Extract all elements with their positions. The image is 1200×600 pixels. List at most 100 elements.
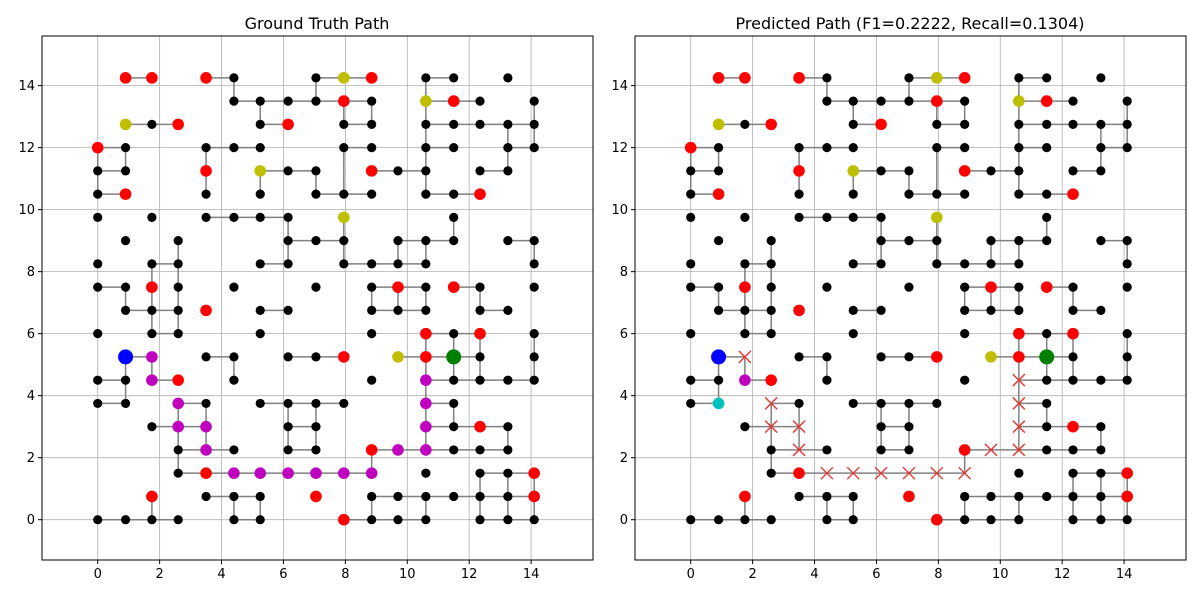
gt-node-red — [447, 95, 460, 107]
pred-node-black — [794, 398, 804, 409]
gt-node-black — [255, 212, 265, 222]
gt-node-black — [475, 491, 485, 502]
pred-node-black — [1096, 305, 1106, 316]
pred-node-black — [960, 96, 970, 106]
gt-node-black — [529, 236, 539, 246]
pred-node-black — [1068, 166, 1078, 176]
gt-node-black — [421, 143, 431, 153]
pred-node-black — [1122, 375, 1132, 385]
pred-node-red — [958, 72, 971, 84]
predicted-panel: Predicted Path (F1=0.2222, Recall=0.1304… — [611, 14, 1187, 582]
gt-node-black — [339, 143, 349, 153]
pred-x-marker-stroke — [874, 466, 888, 480]
gt-node-black — [475, 166, 485, 176]
pred-node-black — [822, 282, 832, 292]
pred-node-black — [1096, 445, 1106, 455]
pred-goal-node — [1039, 349, 1055, 365]
pred-node-black — [876, 398, 886, 409]
pred-node-black — [1096, 468, 1106, 478]
pred-node-black — [1122, 282, 1132, 292]
pred-node-black — [960, 259, 970, 269]
gt-node-black — [475, 305, 485, 316]
gt-node-red — [146, 281, 158, 293]
gt-node-black — [367, 282, 377, 292]
pred-node-yellow — [847, 165, 860, 177]
pred-node-black — [686, 398, 696, 409]
pred-node-black — [1014, 259, 1024, 269]
gt-node-black — [449, 445, 459, 455]
pred-node-black — [1042, 212, 1052, 222]
gt-node-black — [529, 96, 539, 106]
gt-node-black — [421, 73, 431, 83]
pred-node-black — [1042, 422, 1052, 432]
pred-node-red — [1040, 95, 1053, 107]
gt-y-tick-label: 8 — [27, 265, 35, 280]
gt-node-black — [283, 96, 293, 106]
pred-node-black — [986, 515, 996, 525]
gt-node-black — [367, 515, 377, 525]
pred-node-black — [713, 236, 724, 246]
gt-node-black — [529, 352, 539, 362]
ground-truth-axes-frame — [41, 35, 594, 561]
pred-node-black — [960, 375, 970, 385]
pred-y-tick-label: 2 — [620, 451, 628, 466]
pred-node-red — [1067, 420, 1079, 433]
pred-node-black — [848, 259, 858, 269]
gt-node-black — [120, 515, 131, 525]
gt-node-black — [449, 236, 459, 246]
pred-node-black — [794, 491, 804, 502]
pred-node-black — [932, 398, 942, 409]
gt-node-black — [339, 259, 349, 269]
pred-node-black — [960, 305, 970, 316]
pred-node-black — [1122, 143, 1132, 153]
gt-node-black — [367, 491, 377, 502]
gt-node-red — [146, 490, 158, 503]
gt-y-tick-label: 2 — [27, 451, 35, 466]
pred-node-black — [766, 329, 776, 339]
gt-node-black — [173, 305, 183, 316]
pred-node-black — [686, 212, 696, 222]
pred-node-red — [1121, 490, 1133, 503]
gt-node-red — [447, 281, 460, 293]
gt-node-black — [393, 491, 403, 502]
gt-node-black — [255, 329, 265, 339]
gt-node-black — [367, 375, 377, 385]
gt-node-black — [173, 236, 183, 246]
gt-node-black — [173, 282, 183, 292]
pred-node-red — [793, 165, 805, 177]
pred-x-marker-stroke — [846, 466, 860, 480]
gt-node-black — [93, 259, 103, 269]
gt-node-black — [147, 212, 157, 222]
pred-node-red — [739, 490, 751, 503]
gt-x-tick-label: 12 — [461, 567, 478, 582]
pred-node-black — [1014, 119, 1024, 129]
gt-node-black — [173, 445, 183, 455]
gt-node-magenta — [310, 467, 322, 479]
gt-node-black — [311, 166, 321, 176]
gt-node-red — [146, 72, 158, 84]
pred-node-black — [932, 119, 942, 129]
pred-node-black — [1096, 73, 1106, 83]
pred-start-node — [711, 349, 727, 365]
gt-node-black — [449, 212, 459, 222]
gt-node-black — [93, 515, 103, 525]
pred-node-black — [904, 73, 914, 83]
gt-node-magenta — [172, 397, 185, 410]
pred-node-red — [985, 281, 997, 293]
pred-node-black — [1014, 73, 1024, 83]
pred-node-black — [904, 282, 914, 292]
gt-node-black — [201, 352, 211, 362]
gt-node-black — [503, 305, 513, 316]
pred-node-black — [1042, 375, 1052, 385]
pred-node-black — [986, 259, 996, 269]
gt-node-red — [392, 281, 404, 293]
gt-node-red — [474, 327, 486, 340]
pred-node-black — [932, 143, 942, 153]
gt-node-black — [120, 375, 131, 385]
pred-node-red — [1013, 327, 1025, 340]
pred-y-tick-label: 14 — [611, 79, 628, 94]
pred-node-black — [904, 189, 914, 199]
pred-x-marker — [820, 466, 834, 480]
pred-x-marker-stroke — [1012, 420, 1026, 434]
gt-node-black — [339, 189, 349, 199]
